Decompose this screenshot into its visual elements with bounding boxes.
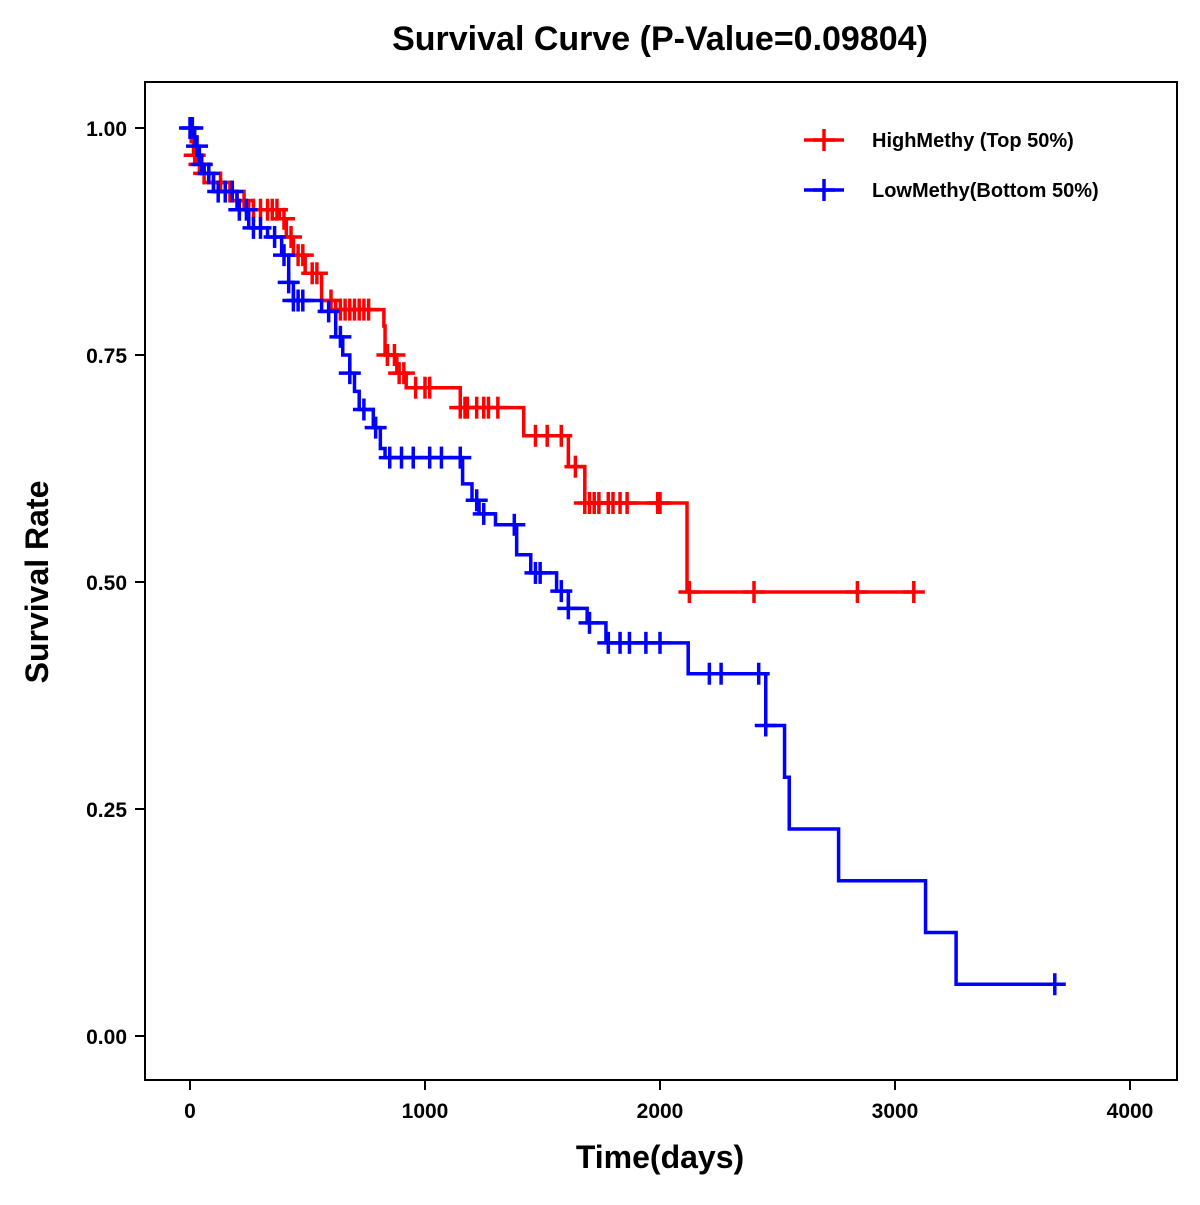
y-tick-label: 0.50 <box>86 572 127 595</box>
x-tick-label: 0 <box>184 1100 196 1123</box>
x-tick-label: 3000 <box>872 1100 919 1123</box>
y-tick-label: 0.00 <box>86 1026 127 1049</box>
y-axis: 0.00 0.25 0.50 0.75 1.00 <box>86 118 145 1049</box>
curves <box>179 117 1066 996</box>
x-axis: 0 1000 2000 3000 4000 <box>184 1080 1153 1123</box>
y-tick-label: 1.00 <box>86 118 127 141</box>
x-tick-label: 2000 <box>637 1100 684 1123</box>
series-1 <box>179 117 1066 996</box>
plot-frame <box>144 81 1178 1081</box>
x-tick-label: 1000 <box>402 1100 449 1123</box>
legend-label: HighMethy (Top 50%) <box>872 130 1074 152</box>
y-axis-label: Survival Rate <box>19 481 55 684</box>
x-tick-label: 4000 <box>1107 1100 1154 1123</box>
series-0 <box>183 126 925 603</box>
survival-step-line <box>189 126 914 594</box>
y-tick-label: 0.25 <box>86 799 127 822</box>
legend: HighMethy (Top 50%) LowMethy(Bottom 50%) <box>804 129 1099 202</box>
chart-title: Survival Curve (P-Value=0.09804) <box>392 20 928 58</box>
x-axis-label: Time(days) <box>576 1139 744 1175</box>
survival-step-line <box>190 126 1060 986</box>
legend-label: LowMethy(Bottom 50%) <box>872 180 1099 202</box>
y-tick-label: 0.75 <box>86 345 127 368</box>
